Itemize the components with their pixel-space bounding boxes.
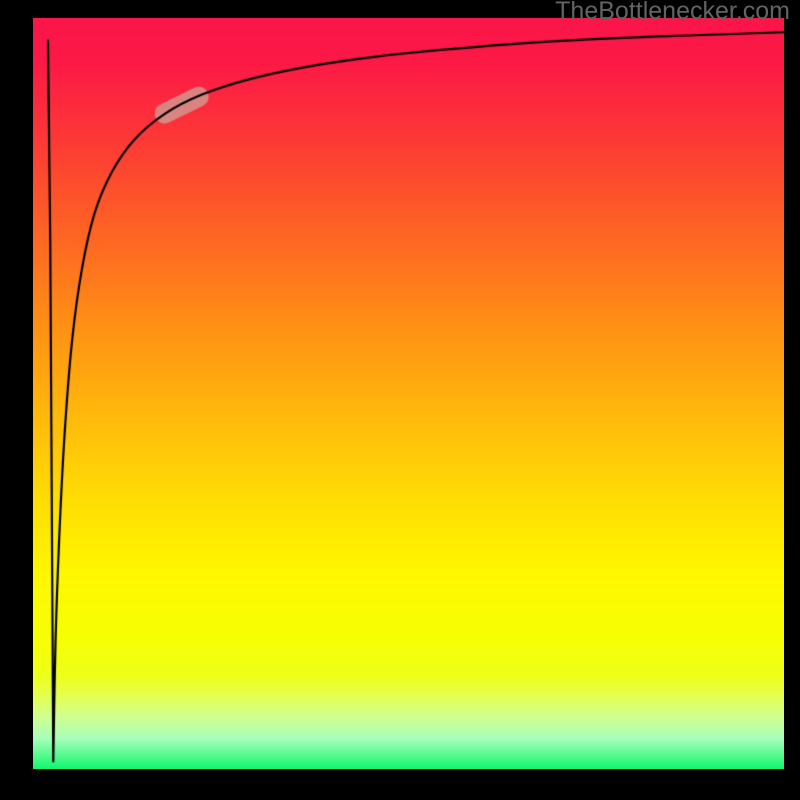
chart-canvas bbox=[33, 18, 784, 769]
plot-area bbox=[33, 18, 784, 769]
watermark-text: TheBottlenecker.com bbox=[555, 0, 790, 26]
